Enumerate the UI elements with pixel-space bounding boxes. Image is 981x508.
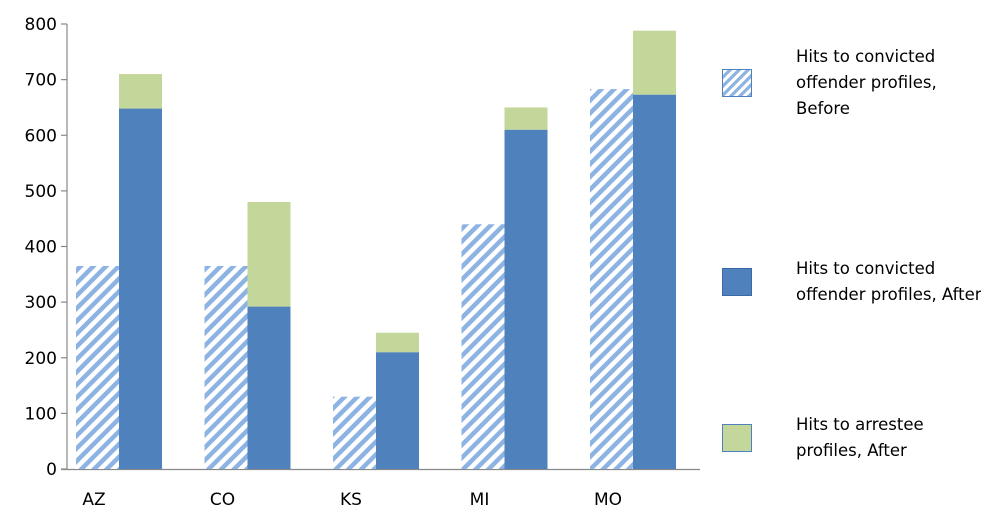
- y-tick-label: 600: [25, 126, 57, 146]
- y-tick-label: 700: [25, 71, 57, 91]
- bar-convicted-after: [504, 129, 548, 469]
- x-tick-label: MI: [470, 490, 490, 508]
- legend-item-convicted-after: Hits to convicted offender profiles, Aft…: [722, 256, 981, 308]
- legend: Hits to convicted offender profiles, Bef…: [722, 0, 981, 508]
- x-tick-label: AZ: [82, 490, 105, 508]
- bar-convicted-before: [333, 396, 376, 469]
- bar-arrestee-after: [119, 74, 162, 109]
- y-tick-label: 800: [25, 15, 57, 35]
- bar-convicted-before: [204, 265, 248, 469]
- bar-convicted-before: [76, 265, 119, 469]
- bar-arrestee-after: [247, 202, 291, 307]
- legend-label-convicted-before: Hits to convicted offender profiles, Bef…: [796, 47, 937, 118]
- bar-convicted-before: [590, 89, 633, 470]
- x-tick-label: MO: [594, 490, 622, 508]
- legend-label-convicted-after: Hits to convicted offender profiles, Aft…: [796, 259, 981, 304]
- y-tick-label: 300: [25, 293, 57, 313]
- y-tick-label: 400: [25, 238, 57, 258]
- legend-swatch-blue: [722, 268, 752, 296]
- y-tick-label: 0: [46, 460, 57, 480]
- bar-convicted-after: [376, 352, 419, 469]
- legend-swatch-hatched: [722, 69, 752, 97]
- y-tick-label: 500: [25, 182, 57, 202]
- bar-convicted-before: [461, 224, 505, 469]
- y-tick-label: 100: [25, 404, 57, 424]
- x-tick-label: KS: [340, 490, 362, 508]
- bar-arrestee-after: [376, 332, 419, 353]
- legend-label-arrestee-after: Hits to arrestee profiles, After: [796, 415, 924, 460]
- legend-item-arrestee-after: Hits to arrestee profiles, After: [722, 412, 981, 464]
- legend-item-convicted-before: Hits to convicted offender profiles, Bef…: [722, 44, 981, 122]
- legend-swatch-green: [722, 424, 752, 452]
- y-tick-label: 200: [25, 349, 57, 369]
- bar-convicted-after: [119, 108, 162, 470]
- bar-arrestee-after: [633, 30, 676, 95]
- bar-arrestee-after: [504, 107, 548, 130]
- bar-convicted-after: [633, 94, 676, 470]
- plot-area: 0 100 200 300 400 500 600 700 800 AZ CO KS MI MO: [25, 15, 700, 508]
- bar-convicted-after: [247, 306, 291, 469]
- x-tick-label: CO: [210, 490, 235, 508]
